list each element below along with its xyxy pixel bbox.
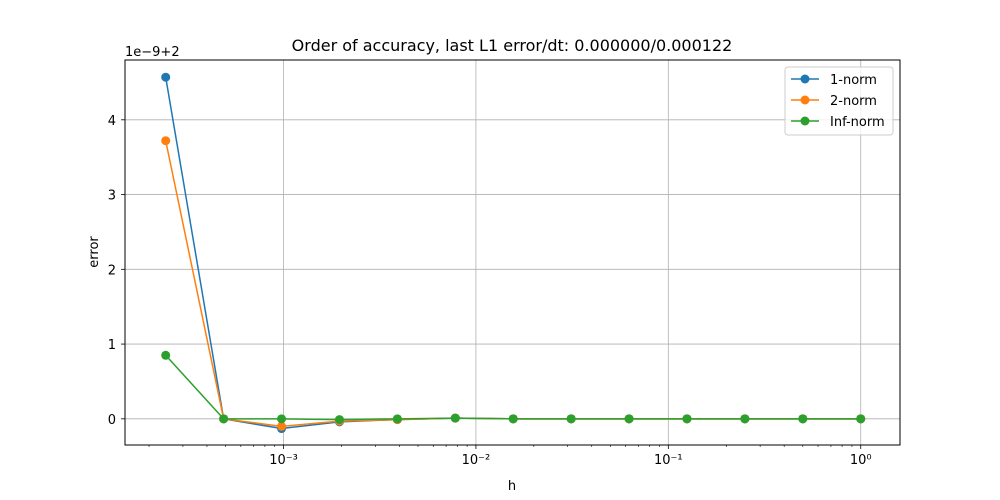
legend-marker (800, 95, 810, 105)
x-axis-ticks: 10⁻³ 10⁻² 10⁻¹ 10⁰ (269, 445, 872, 468)
data-point (450, 413, 460, 423)
x-tick-label: 10⁻³ (269, 453, 298, 468)
x-tick-label: 10⁻² (462, 453, 491, 468)
legend-label: Inf-norm (830, 115, 885, 130)
series-3 (161, 350, 866, 425)
data-point (161, 72, 171, 82)
data-point (334, 415, 344, 425)
data-point (856, 414, 866, 424)
data-point (277, 421, 287, 431)
series-2 (161, 136, 866, 431)
data-point (392, 414, 402, 424)
y-axis-ticks: 0 1 2 3 4 (108, 114, 125, 428)
plot-frame (124, 59, 901, 446)
grid (125, 60, 900, 445)
data-point (740, 414, 750, 424)
legend-item: 1-norm (791, 73, 877, 88)
legend-box (784, 66, 894, 136)
data-point (219, 414, 229, 424)
y-tick-label: 0 (108, 413, 116, 428)
legend: 1-norm 2-norm Inf-norm (784, 66, 894, 136)
data-point (161, 350, 171, 360)
data-point (508, 414, 518, 424)
legend-item: 2-norm (791, 94, 877, 109)
legend-label: 2-norm (830, 94, 877, 109)
data-point (161, 136, 171, 146)
series-line (164, 140, 861, 428)
legend-marker (800, 116, 810, 126)
y-tick-label: 1 (108, 338, 116, 353)
series-line (164, 77, 861, 430)
y-axis-label: error (87, 236, 102, 268)
data-point (277, 414, 287, 424)
data-point (566, 414, 576, 424)
data-point (624, 414, 634, 424)
x-tick-label: 10⁻¹ (654, 453, 683, 468)
x-tick-label: 10⁰ (850, 453, 872, 468)
series-line (165, 354, 861, 421)
y-tick-label: 3 (108, 189, 116, 204)
data-point (798, 414, 808, 424)
legend-item: Inf-norm (791, 115, 885, 130)
legend-marker (800, 74, 810, 84)
y-tick-label: 2 (108, 263, 116, 278)
x-axis-label: h (508, 479, 516, 494)
series-1 (161, 72, 866, 434)
series-layer (161, 72, 866, 434)
legend-label: 1-norm (830, 73, 877, 88)
y-tick-label: 4 (108, 114, 116, 129)
chart-title: Order of accuracy, last L1 error/dt: 0.0… (292, 36, 733, 55)
y-offset-label: 1e−9+2 (125, 45, 180, 60)
data-point (682, 414, 692, 424)
